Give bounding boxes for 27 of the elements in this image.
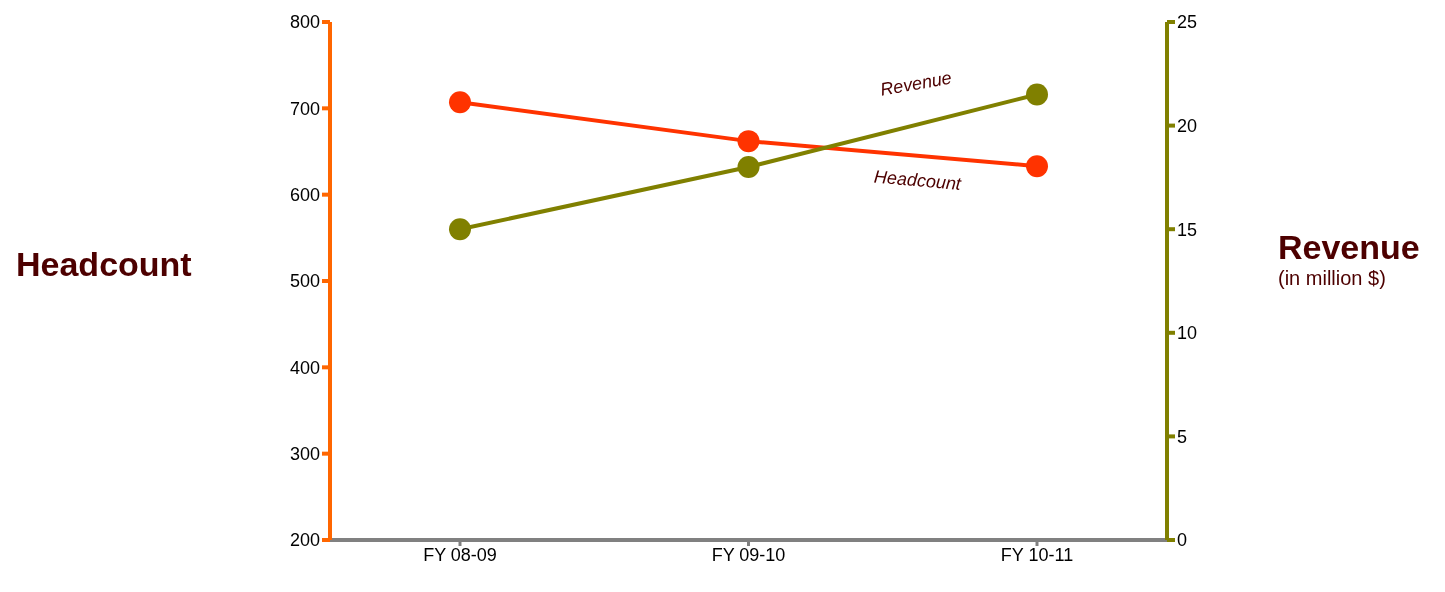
x-tick-label: FY 10-11 — [1000, 544, 1074, 565]
y-axis-title: Headcount — [16, 245, 192, 284]
point — [737, 156, 760, 179]
x-tick-label: FY 09-10 — [711, 544, 786, 565]
y2-tick-label: 20 — [1177, 115, 1198, 136]
y2-tick-label: 10 — [1177, 323, 1198, 344]
y2-axis-title: Revenue — [1278, 228, 1420, 267]
text: (in million $) — [1278, 267, 1387, 290]
point — [737, 130, 760, 153]
y2-tick-label: 25 — [1177, 12, 1198, 33]
y-tick-label: 400 — [289, 357, 320, 378]
y2-tick-label: 5 — [1177, 426, 1188, 447]
text: Revenue — [878, 67, 954, 100]
y-tick-label: 200 — [289, 530, 320, 551]
point — [449, 218, 471, 241]
point — [1026, 155, 1048, 178]
y2-tick-label: 15 — [1177, 219, 1198, 240]
series-label: Headcount — [873, 166, 963, 195]
y-tick-label: 700 — [289, 98, 320, 119]
y-tick-label: 300 — [289, 444, 320, 465]
point — [1026, 83, 1048, 106]
point — [449, 91, 471, 114]
x-tick-label: FY 08-09 — [423, 544, 497, 565]
y2-tick-label: 0 — [1177, 530, 1188, 551]
y-tick-label: 500 — [289, 271, 320, 292]
y-tick-label: 600 — [289, 185, 320, 206]
y-tick-label: 800 — [289, 12, 320, 33]
